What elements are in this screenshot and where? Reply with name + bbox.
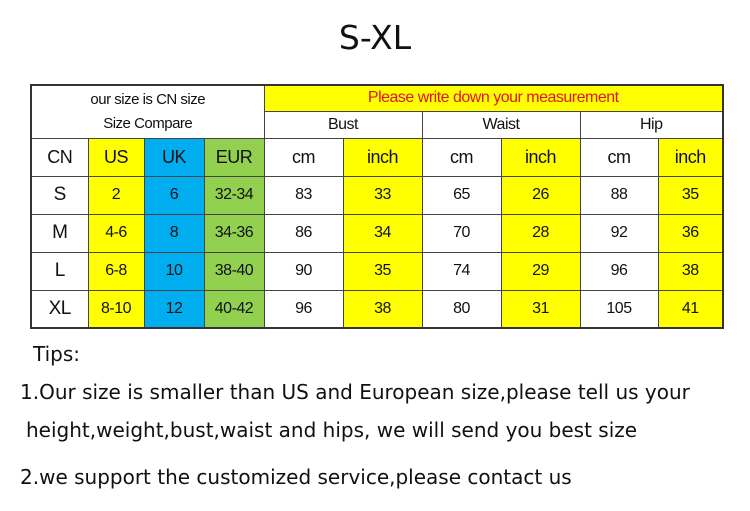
group-waist: Waist bbox=[421, 110, 581, 139]
table-cell: 92 bbox=[579, 213, 659, 253]
table-cell: 74 bbox=[421, 251, 502, 291]
column-header: EUR bbox=[203, 137, 265, 177]
table-row: L 6-8 10 38-40 90 35 74 29 96 38 bbox=[30, 251, 724, 291]
column-header: US bbox=[87, 137, 145, 177]
size-label: XL bbox=[30, 289, 89, 329]
table-cell: 28 bbox=[500, 213, 581, 253]
table-cell: 4-6 bbox=[87, 213, 145, 253]
table-cell: 96 bbox=[263, 289, 344, 329]
column-header: cm bbox=[421, 137, 502, 177]
measurement-note: Please write down your measurement bbox=[263, 84, 724, 112]
size-compare-header: our size is CN size Size Compare bbox=[30, 84, 265, 139]
table-cell: 32-34 bbox=[203, 175, 265, 215]
column-header: CN bbox=[30, 137, 89, 177]
table-cell: 35 bbox=[657, 175, 724, 215]
table-cell: 38 bbox=[342, 289, 423, 329]
tip-line-1: 1.Our size is smaller than US and Europe… bbox=[20, 380, 690, 404]
table-cell: 2 bbox=[87, 175, 145, 215]
column-header: cm bbox=[263, 137, 344, 177]
table-cell: 34-36 bbox=[203, 213, 265, 253]
group-hip: Hip bbox=[579, 110, 724, 139]
table-cell: 83 bbox=[263, 175, 344, 215]
table-cell: 41 bbox=[657, 289, 724, 329]
table-cell: 6-8 bbox=[87, 251, 145, 291]
table-cell: 10 bbox=[143, 251, 205, 291]
table-cell: 33 bbox=[342, 175, 423, 215]
table-row: XL 8-10 12 40-42 96 38 80 31 105 41 bbox=[30, 289, 724, 329]
table-row: M 4-6 8 34-36 86 34 70 28 92 36 bbox=[30, 213, 724, 253]
size-label: M bbox=[30, 213, 89, 253]
tip-line-3: 2.we support the customized service,plea… bbox=[20, 465, 572, 489]
column-header: UK bbox=[143, 137, 205, 177]
table-cell: 105 bbox=[579, 289, 659, 329]
compare-line-1: our size is CN size bbox=[90, 90, 206, 108]
table-row: S 2 6 32-34 83 33 65 26 88 35 bbox=[30, 175, 724, 215]
table-cell: 31 bbox=[500, 289, 581, 329]
table-cell: 12 bbox=[143, 289, 205, 329]
tip-line-2: height,weight,bust,waist and hips, we wi… bbox=[26, 418, 638, 442]
table-cell: 8-10 bbox=[87, 289, 145, 329]
table-cell: 90 bbox=[263, 251, 344, 291]
table-cell: 26 bbox=[500, 175, 581, 215]
table-cell: 70 bbox=[421, 213, 502, 253]
table-cell: 80 bbox=[421, 289, 502, 329]
table-cell: 38 bbox=[657, 251, 724, 291]
table-cell: 6 bbox=[143, 175, 205, 215]
size-label: L bbox=[30, 251, 89, 291]
table-cell: 38-40 bbox=[203, 251, 265, 291]
column-header: inch bbox=[500, 137, 581, 177]
compare-line-2: Size Compare bbox=[103, 114, 193, 132]
table-cell: 8 bbox=[143, 213, 205, 253]
table-cell: 96 bbox=[579, 251, 659, 291]
table-cell: 29 bbox=[500, 251, 581, 291]
group-bust: Bust bbox=[263, 110, 423, 139]
table-cell: 36 bbox=[657, 213, 724, 253]
tips-heading: Tips: bbox=[33, 342, 81, 366]
table-cell: 86 bbox=[263, 213, 344, 253]
column-header: inch bbox=[657, 137, 724, 177]
table-cell: 40-42 bbox=[203, 289, 265, 329]
column-header: cm bbox=[579, 137, 659, 177]
column-header: inch bbox=[342, 137, 423, 177]
size-label: S bbox=[30, 175, 89, 215]
size-table: our size is CN size Size Compare Please … bbox=[30, 84, 724, 329]
table-cell: 65 bbox=[421, 175, 502, 215]
table-cell: 88 bbox=[579, 175, 659, 215]
table-cell: 34 bbox=[342, 213, 423, 253]
chart-title: S-XL bbox=[338, 18, 412, 57]
table-cell: 35 bbox=[342, 251, 423, 291]
